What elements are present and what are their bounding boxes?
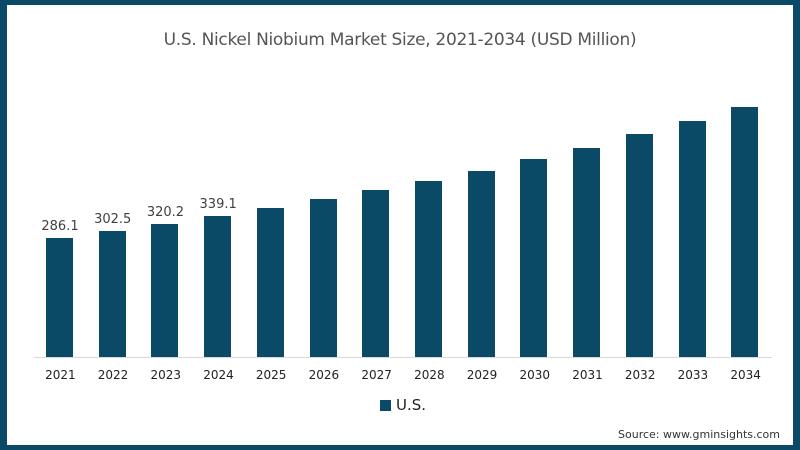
bar (204, 215, 232, 357)
bar (98, 231, 126, 357)
bar-group: 286.1 (34, 90, 87, 357)
bar (467, 170, 495, 357)
bar-group (719, 90, 772, 357)
bar (151, 223, 179, 357)
chart-title: U.S. Nickel Niobium Market Size, 2021-20… (163, 30, 637, 50)
bar (256, 208, 284, 357)
x-tick-label: 2021 (45, 368, 76, 382)
x-tick-label: 2024 (203, 368, 234, 382)
data-label: 320.2 (146, 204, 185, 220)
x-tick-label: 2031 (572, 368, 603, 382)
bar-group (508, 90, 561, 357)
bar-group: 339.1 (192, 90, 245, 357)
bar-group (456, 90, 509, 357)
x-axis-line (34, 357, 772, 358)
bar-group (298, 90, 351, 357)
x-tick-label: 2033 (677, 368, 709, 382)
plot-area: 286.1 302.5 320.2 339.1 (34, 90, 772, 357)
bar (625, 134, 653, 357)
x-tick-label: 2028 (414, 368, 445, 382)
bar-group: 320.2 (139, 90, 192, 357)
bar-group (403, 90, 456, 357)
legend-swatch (380, 399, 391, 411)
data-label: 286.1 (41, 219, 79, 234)
data-label: 302.5 (94, 212, 132, 228)
legend: U.S. (380, 396, 426, 414)
bar (731, 107, 759, 357)
bar (46, 238, 73, 357)
bar (678, 121, 706, 357)
x-tick-label: 2032 (624, 368, 656, 382)
data-label: 339.1 (199, 196, 237, 212)
bar-group: 302.5 (87, 90, 140, 357)
bar (573, 147, 601, 357)
x-tick-label: 2025 (255, 368, 287, 382)
bar-group (350, 90, 403, 357)
chart-frame (7, 5, 793, 445)
bar-group (245, 90, 298, 357)
x-tick-label: 2034 (730, 368, 761, 382)
bar (362, 190, 390, 357)
x-tick-label: 2022 (97, 368, 129, 382)
bar (309, 199, 337, 357)
x-tick-label: 2029 (466, 368, 498, 382)
bar-group (614, 90, 667, 357)
x-tick-label: 2026 (308, 368, 340, 382)
bar (415, 181, 442, 357)
bar-group (561, 90, 614, 357)
x-tick-label: 2027 (361, 368, 392, 382)
bar-group (667, 90, 720, 357)
x-tick-label: 2023 (150, 368, 182, 382)
legend-label: U.S. (396, 396, 427, 414)
source-note: Source: www.gminsights.com (618, 428, 780, 441)
bar (520, 159, 548, 357)
x-tick-label: 2030 (519, 368, 551, 382)
